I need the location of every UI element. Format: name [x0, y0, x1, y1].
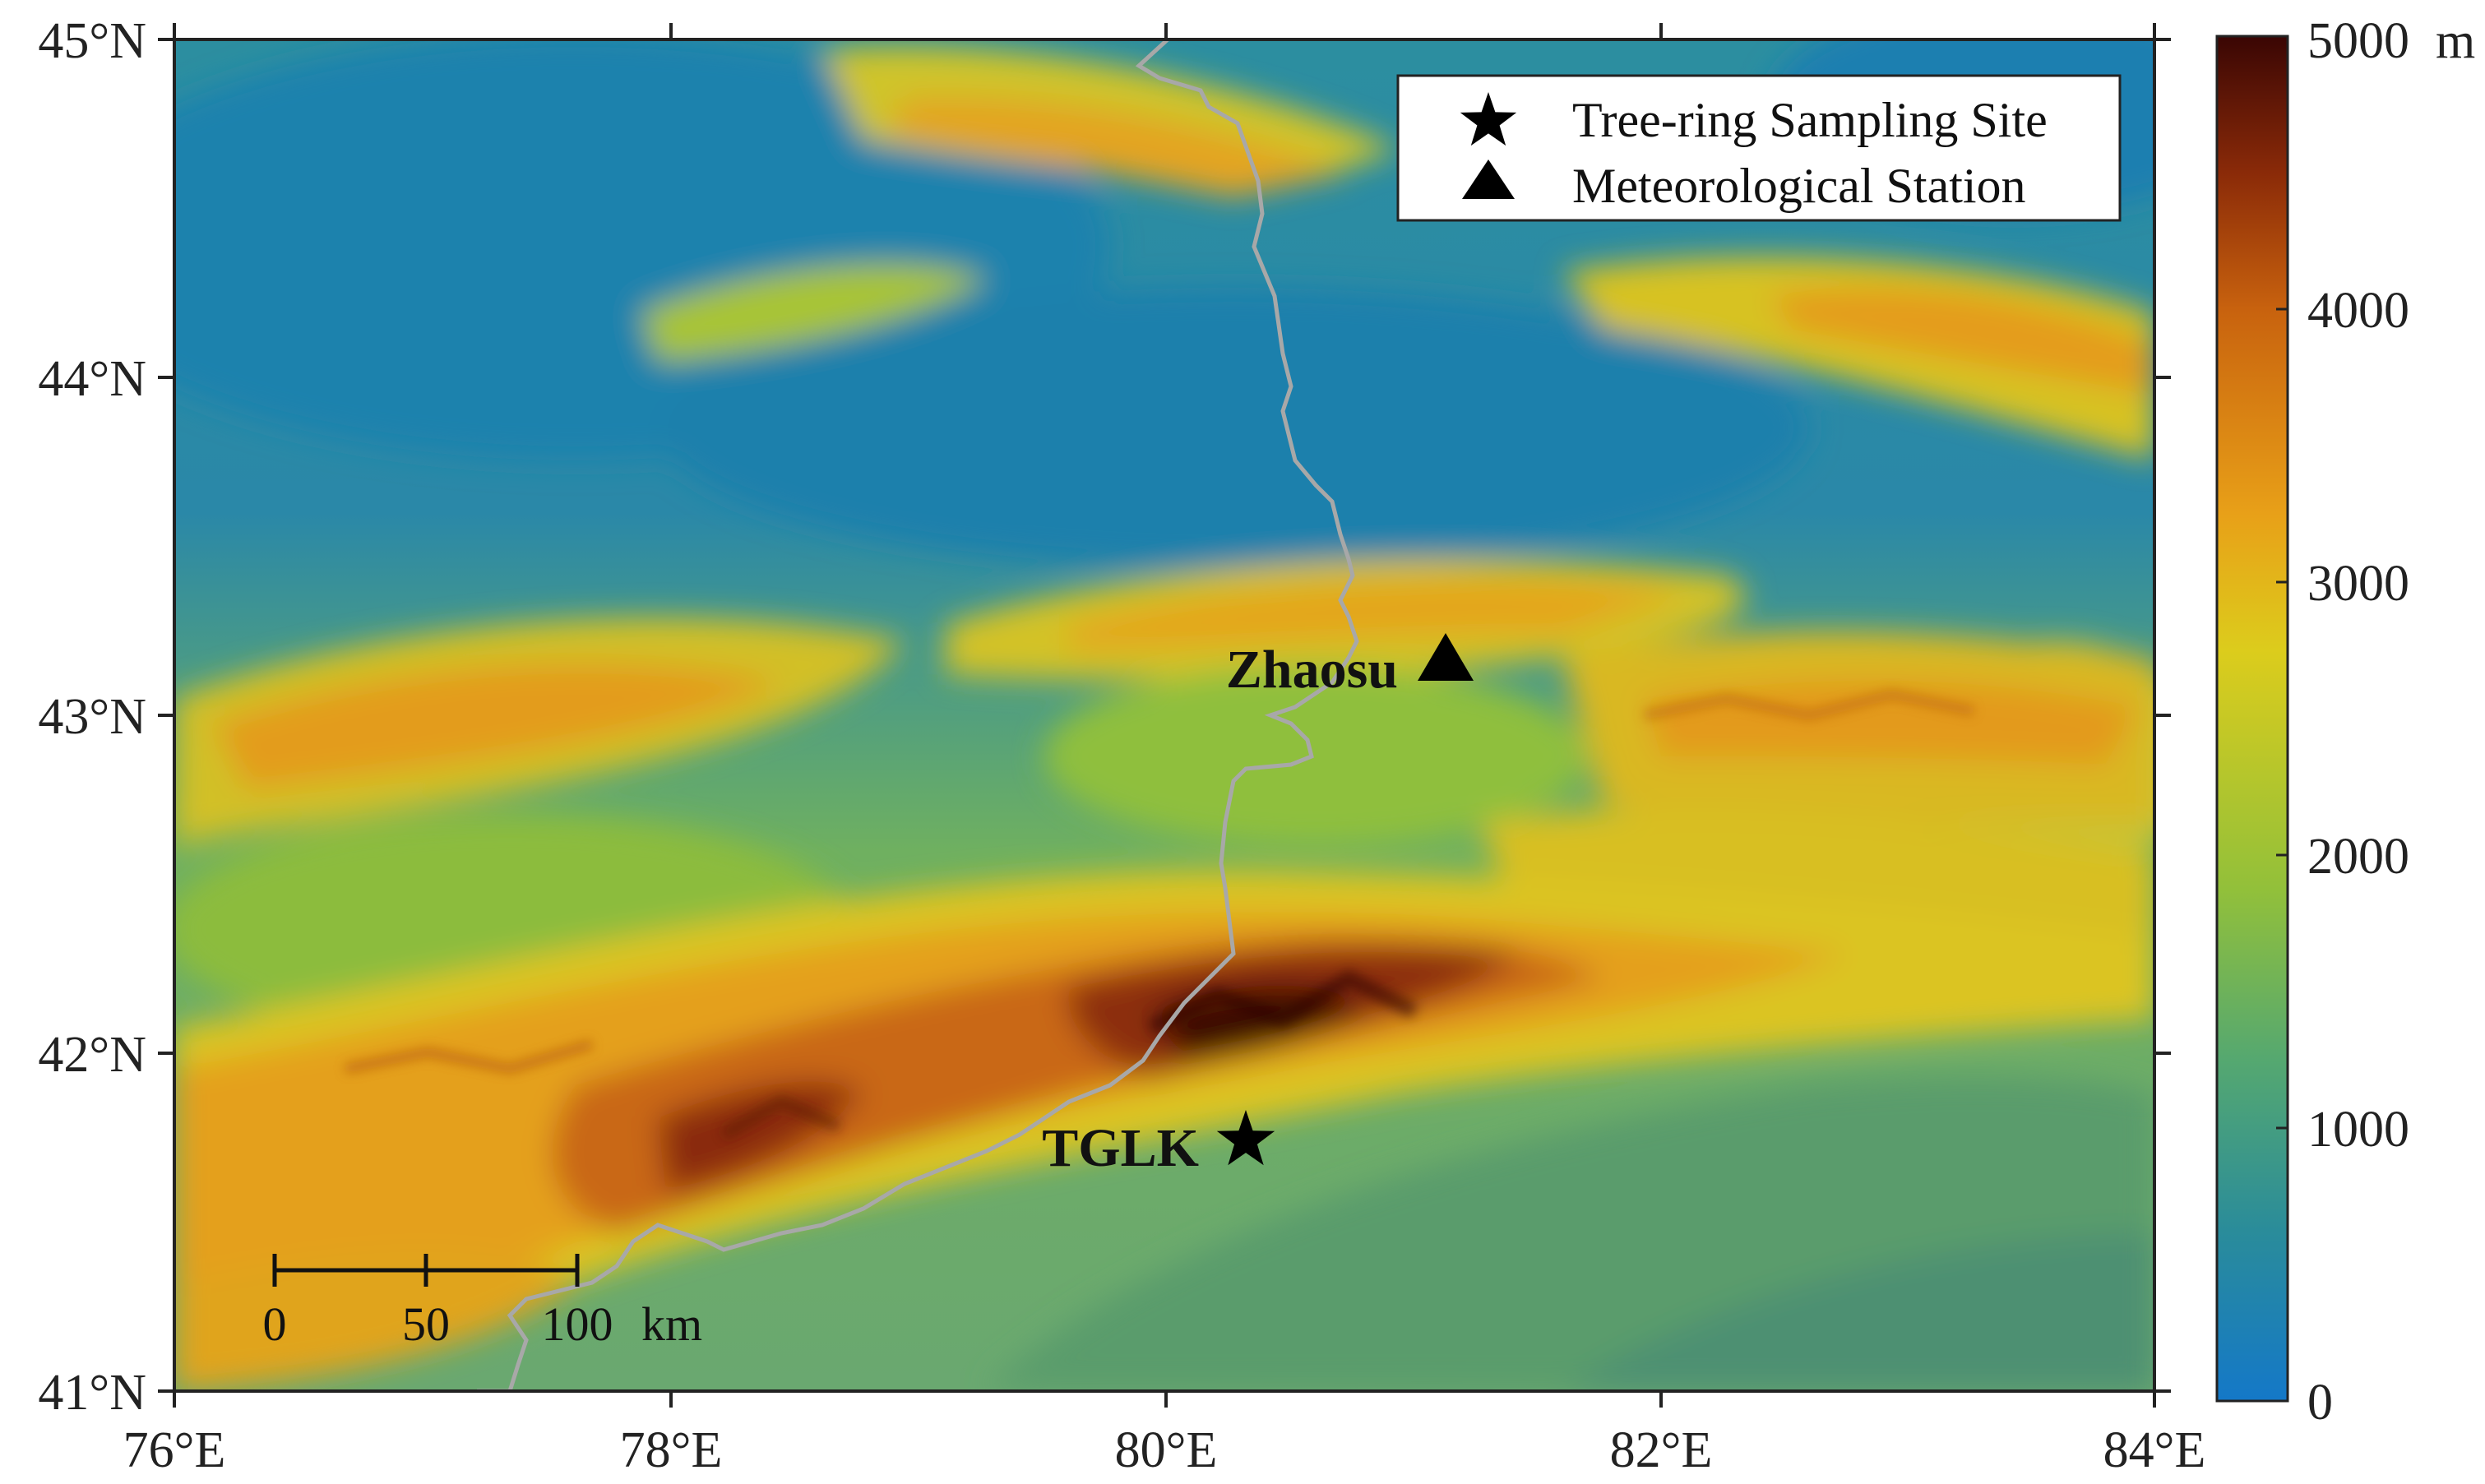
y-tick-label: 42°N	[38, 1027, 146, 1083]
scale-tick-label: 50	[402, 1297, 450, 1351]
axis-ticks	[158, 23, 2171, 1408]
star-icon	[1460, 92, 1517, 146]
y-tick-label: 41°N	[38, 1365, 146, 1421]
place-markers: Zhaosu TGLK	[1042, 633, 1474, 1178]
legend-label-meteorological-station: Meteorological Station	[1572, 159, 2026, 213]
colorbar-tick-label: 4000	[2307, 283, 2409, 339]
place-label-zhaosu: Zhaosu	[1226, 640, 1398, 700]
x-axis-labels: 76°E 78°E 80°E 82°E 84°E	[123, 1422, 2206, 1478]
colorbar: 5000 m 4000 3000 2000 1000 0	[2215, 13, 2475, 1431]
elevation-map	[174, 39, 2154, 1391]
colorbar-unit: m	[2436, 13, 2475, 69]
x-tick-label: 82°E	[1610, 1422, 1713, 1478]
colorbar-tick-label: 0	[2307, 1375, 2333, 1431]
colorbar-tick-label: 5000	[2307, 13, 2409, 69]
colorbar-tick-label: 1000	[2307, 1102, 2409, 1158]
triangle-icon	[1462, 159, 1515, 199]
star-icon	[1216, 1110, 1275, 1166]
x-tick-label: 76°E	[123, 1422, 226, 1478]
colorbar-tick-label: 2000	[2307, 829, 2409, 885]
colorbar-tick-label: 3000	[2307, 556, 2409, 612]
scale-bar: 0 50 100 km	[263, 1254, 702, 1351]
border-line	[477, 39, 1359, 1391]
y-axis-labels: 45°N 44°N 43°N 42°N 41°N	[38, 13, 146, 1421]
place-label-tglk: TGLK	[1042, 1118, 1199, 1178]
x-tick-label: 78°E	[620, 1422, 723, 1478]
y-tick-label: 45°N	[38, 13, 146, 69]
legend-label-sampling-site: Tree-ring Sampling Site	[1572, 93, 2048, 147]
scale-unit: km	[641, 1297, 702, 1351]
map-legend: Tree-ring Sampling Site Meteorological S…	[1396, 74, 2122, 222]
y-tick-label: 44°N	[38, 351, 146, 407]
scale-tick-label: 100	[542, 1297, 613, 1351]
x-tick-label: 84°E	[2103, 1422, 2206, 1478]
triangle-icon	[1418, 633, 1474, 681]
x-tick-label: 80°E	[1115, 1422, 1218, 1478]
y-tick-label: 43°N	[38, 689, 146, 745]
scale-tick-label: 0	[263, 1297, 287, 1351]
